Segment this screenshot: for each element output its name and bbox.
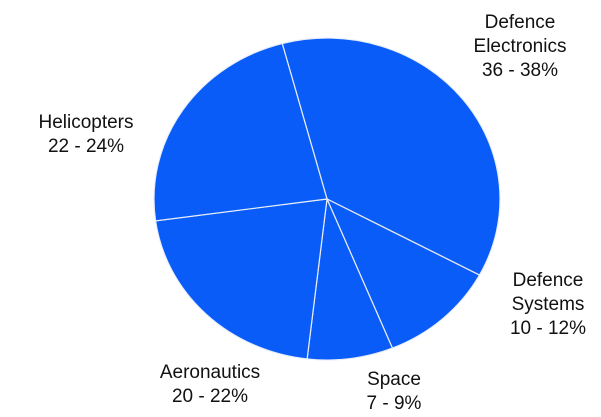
- pie-slice-defence-electronics: [281, 37, 501, 276]
- pie-label-line: Defence: [485, 12, 556, 33]
- pie-label-space: Space 7 - 9%: [367, 369, 422, 414]
- pie-label-line: Electronics: [474, 36, 567, 57]
- pie-label-line: Helicopters: [38, 112, 133, 133]
- pie-label-helicopters: Helicopters 22 - 24%: [38, 112, 133, 157]
- pie-label-line: 20 - 22%: [172, 386, 248, 407]
- pie-label-line: 7 - 9%: [367, 393, 422, 414]
- pie-label-line: 22 - 24%: [48, 136, 124, 157]
- pie-label-line: 10 - 12%: [510, 318, 586, 339]
- pie-slice-aeronautics: [154, 198, 328, 360]
- pie-labels: Defence Electronics 36 - 38% Defence Systems…: [38, 12, 586, 414]
- pie-slice-helicopters: [153, 42, 328, 222]
- pie-label-line: Defence: [513, 270, 584, 291]
- pie-label-line: Systems: [512, 294, 585, 315]
- pie-label-defence-systems: Defence Systems 10 - 12%: [510, 270, 586, 339]
- pie-label-line: Aeronautics: [160, 362, 260, 383]
- pie-label-line: Space: [367, 369, 421, 390]
- pie-label-defence-electronics: Defence Electronics 36 - 38%: [474, 12, 567, 81]
- pie-label-line: 36 - 38%: [482, 60, 558, 81]
- pie-slice-defence-systems: [325, 197, 481, 349]
- pie-label-aeronautics: Aeronautics 20 - 22%: [160, 362, 260, 407]
- pie-slices: [153, 37, 501, 361]
